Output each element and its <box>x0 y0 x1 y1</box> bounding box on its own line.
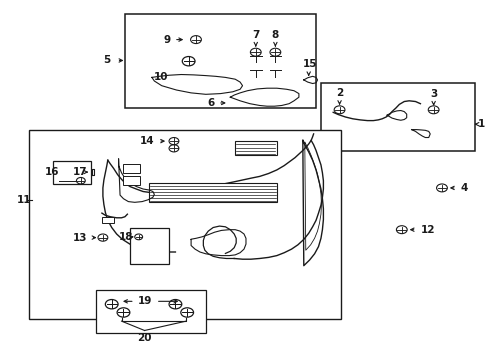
Bar <box>122 176 140 185</box>
Text: 15: 15 <box>303 59 318 69</box>
Text: 14: 14 <box>140 136 154 146</box>
Text: 6: 6 <box>207 98 215 108</box>
Text: 2: 2 <box>336 88 343 98</box>
Bar <box>122 164 140 173</box>
Text: 4: 4 <box>461 183 468 193</box>
Text: 17: 17 <box>73 167 87 177</box>
Text: 13: 13 <box>73 233 87 243</box>
Bar <box>125 14 316 108</box>
Text: 7: 7 <box>252 30 260 40</box>
Bar <box>235 141 277 155</box>
Bar <box>321 83 475 151</box>
Text: 8: 8 <box>272 30 279 40</box>
Text: 20: 20 <box>137 333 152 343</box>
Bar <box>130 228 169 264</box>
Text: 16: 16 <box>45 167 60 177</box>
Text: 3: 3 <box>430 89 437 99</box>
Text: 19: 19 <box>137 296 152 306</box>
Text: 18: 18 <box>119 232 133 242</box>
Text: 11: 11 <box>17 195 32 205</box>
Bar <box>53 161 91 184</box>
Text: 10: 10 <box>153 72 168 82</box>
Bar <box>29 130 341 319</box>
Text: 12: 12 <box>420 225 435 235</box>
Bar <box>96 290 206 333</box>
Text: 9: 9 <box>163 35 171 45</box>
Bar <box>102 217 114 223</box>
Text: 5: 5 <box>103 55 110 66</box>
Text: 1: 1 <box>478 119 485 129</box>
Bar <box>149 183 277 202</box>
